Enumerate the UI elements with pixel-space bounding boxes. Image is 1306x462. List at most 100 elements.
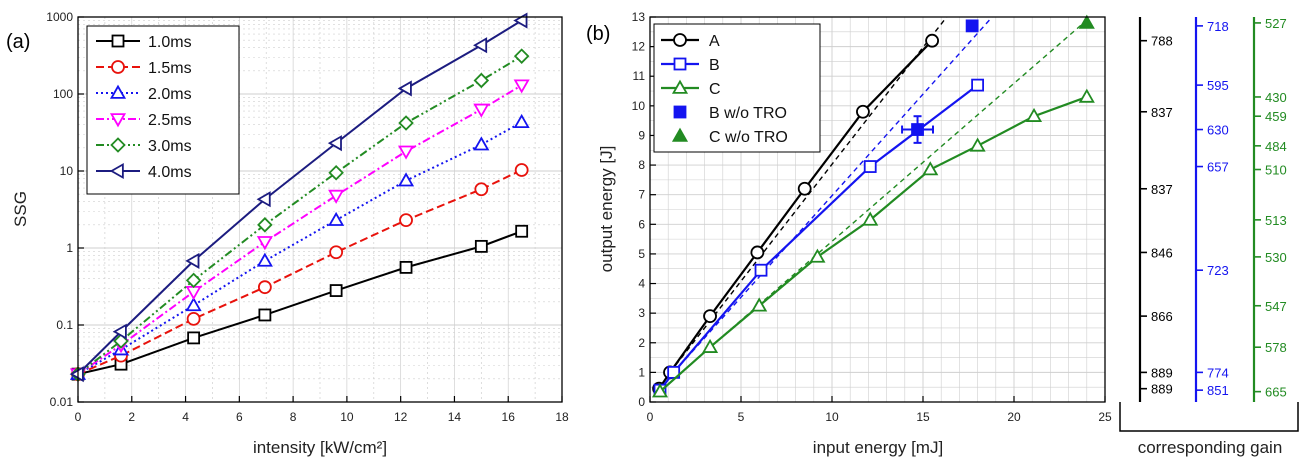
y-tick-label: 2 xyxy=(638,336,645,350)
y-tick-label: 12 xyxy=(632,40,646,54)
data-point-3-0ms xyxy=(513,48,530,64)
gain-tick-label: 837 xyxy=(1151,105,1173,120)
legend-marker-4-0ms xyxy=(109,162,124,180)
data-point-2-5ms xyxy=(185,286,202,301)
data-point-c xyxy=(651,383,669,398)
gain-tick-label: 851 xyxy=(1207,383,1229,398)
y-tick-label: 5 xyxy=(638,247,645,261)
x-tick-label: 16 xyxy=(502,410,516,424)
panel-b-frame xyxy=(649,16,1106,403)
panel-a-frame xyxy=(77,16,563,403)
x-tick-label: 20 xyxy=(1007,410,1021,424)
x-tick-label: 18 xyxy=(555,410,569,424)
data-point-2-5ms xyxy=(328,189,345,204)
gain-tick-label: 459 xyxy=(1265,109,1287,124)
gain-tick-label: 889 xyxy=(1151,382,1173,397)
legend-label-2-0ms: 2.0ms xyxy=(148,86,192,103)
x-tick-label: 12 xyxy=(394,410,408,424)
legend-label-b-w-o-tro: B w/o TRO xyxy=(709,105,787,122)
data-point-3-0ms xyxy=(185,272,202,289)
gain-tick-label: 510 xyxy=(1265,163,1287,178)
data-point-1-0ms xyxy=(329,284,343,297)
data-point-4-0ms xyxy=(327,135,342,152)
panel-a-x-axis-label: intensity [kW/cm²] xyxy=(253,438,387,457)
x-tick-label: 0 xyxy=(647,410,654,424)
gain-tick-label: 430 xyxy=(1265,90,1287,105)
data-point-c xyxy=(922,161,939,176)
series-line-3-0ms xyxy=(77,55,523,375)
data-point-b xyxy=(754,263,768,277)
y-tick-label: 0 xyxy=(638,395,645,409)
panel-b-series xyxy=(651,14,1095,398)
data-point-1-0ms xyxy=(474,239,488,253)
gain-axis-0: 788 837 837 846 866 889 889 xyxy=(1138,17,1173,402)
y-tick-label: 3 xyxy=(638,306,645,320)
gain-axis-1: 718 595 630 657 723 774 851 xyxy=(1194,17,1229,402)
data-point-2-0ms xyxy=(185,297,202,312)
x-tick-label: 0 xyxy=(75,410,82,424)
legend-label-4-0ms: 4.0ms xyxy=(148,164,192,181)
panel-a-ssg-chart: (a) 0 2 4 6 8 10 12 14 16 18 0.01 0.1 1 10 100 1000 1.0… xyxy=(6,10,569,457)
legend-marker-2-0ms xyxy=(109,84,127,99)
y-tick-label: 13 xyxy=(632,10,646,24)
y-tick-label: 7 xyxy=(638,188,645,202)
legend-marker-1-0ms xyxy=(111,34,125,48)
data-point-c xyxy=(1025,107,1043,122)
x-tick-label: 14 xyxy=(448,410,462,424)
data-point-2-0ms xyxy=(328,211,345,226)
data-point-2-5ms xyxy=(256,236,273,251)
legend-box xyxy=(86,25,240,195)
data-point-c xyxy=(1078,88,1095,103)
legend-label-2-5ms: 2.5ms xyxy=(148,112,192,129)
y-tick-label: 11 xyxy=(633,69,646,83)
data-point-3-0ms xyxy=(328,164,344,181)
legend-label-1-0ms: 1.0ms xyxy=(148,34,192,51)
series-c xyxy=(651,88,1095,398)
gain-tick-label: 657 xyxy=(1207,160,1229,175)
gain-tick-label: 630 xyxy=(1207,123,1229,138)
y-tick-label: 1000 xyxy=(46,10,73,24)
y-tick-label: 1 xyxy=(638,365,645,379)
gain-bracket xyxy=(1119,402,1299,432)
data-point-2-0ms xyxy=(256,252,273,267)
data-point-3-0ms xyxy=(473,72,490,89)
series-1-5ms xyxy=(71,163,529,382)
x-tick-label: 15 xyxy=(916,410,930,424)
legend-label-3-0ms: 3.0ms xyxy=(148,138,192,155)
y-tick-label: 100 xyxy=(53,87,73,101)
legend-marker-b-w-o-tro xyxy=(673,105,687,119)
x-tick-label: 10 xyxy=(340,410,354,424)
gain-axis-2: 527 430 459 484 510 513 530 547 578 665 xyxy=(1252,16,1287,402)
trend-line-2 xyxy=(709,16,1091,348)
legend-marker-c-w-o-tro xyxy=(671,127,689,142)
series-4-0ms xyxy=(69,12,528,383)
panel-a-legend: 1.0ms 1.5ms 2.0ms 2.5ms 3.0ms 4.0ms xyxy=(86,25,240,195)
y-tick-label: 4 xyxy=(638,277,645,291)
gain-tick-label: 846 xyxy=(1151,245,1173,260)
data-point-a xyxy=(750,245,765,260)
y-tick-label: 10 xyxy=(632,99,646,113)
data-point-1-5ms xyxy=(514,163,529,177)
panel-a-series xyxy=(69,12,530,383)
data-point-c xyxy=(751,297,768,312)
gain-tick-label: 866 xyxy=(1151,309,1173,324)
gain-tick-label: 774 xyxy=(1207,365,1229,380)
data-point-2-5ms xyxy=(513,79,530,94)
gain-tick-label: 889 xyxy=(1151,365,1173,380)
data-point-1-0ms xyxy=(258,308,272,322)
y-tick-label: 8 xyxy=(638,158,645,172)
panel-a-label: (a) xyxy=(6,31,30,53)
gain-tick-label: 723 xyxy=(1207,263,1229,278)
gain-tick-label: 484 xyxy=(1265,139,1287,154)
data-point-a xyxy=(856,104,870,119)
series-1-0ms xyxy=(71,224,529,381)
data-point-1-5ms xyxy=(474,182,489,197)
x-tick-label: 10 xyxy=(825,410,839,424)
gain-tick-label: 788 xyxy=(1151,34,1173,49)
y-tick-label: 9 xyxy=(638,128,645,142)
data-point-b xyxy=(971,78,984,92)
data-point-b xyxy=(667,365,681,379)
data-point-a xyxy=(797,181,812,196)
